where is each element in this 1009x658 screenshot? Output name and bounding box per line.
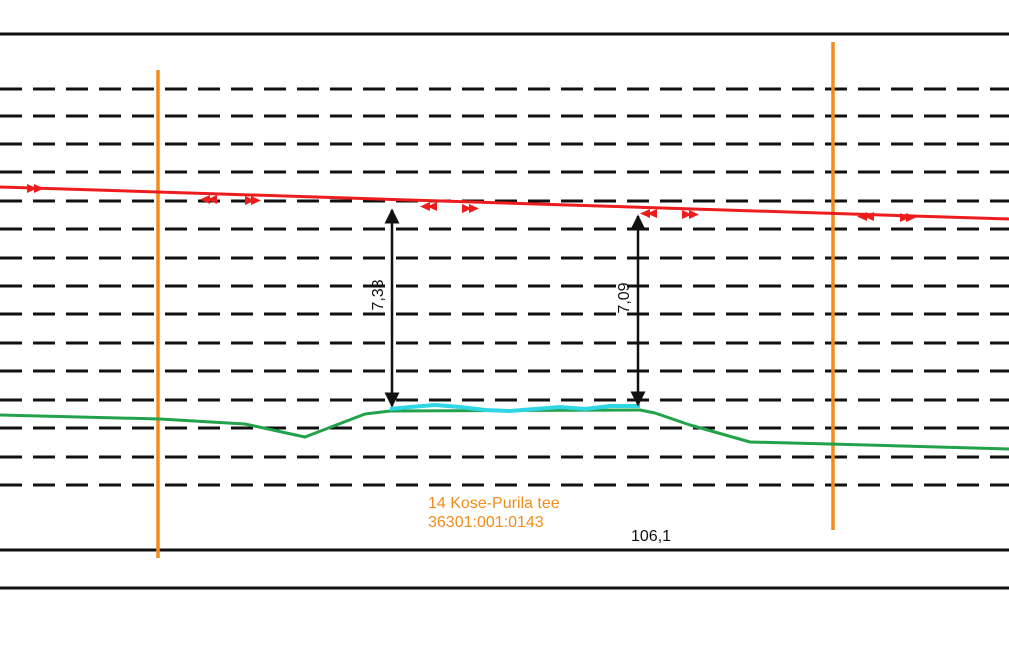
powerline-arrow-marker [469,204,479,213]
powerline-markers [27,184,916,222]
powerline-arrow-marker [27,184,37,193]
elevation-gridlines [0,87,1009,487]
clearance-label-right: 7,09 [616,282,633,314]
powerline-arrow-marker [900,213,910,222]
chainage-label: 106,1 [631,528,672,545]
powerline-arrow-marker [420,202,430,211]
powerline-conductor [0,185,1009,221]
powerline-arrow-marker [906,213,916,222]
powerline-arrow-marker [251,196,261,205]
powerline-arrow-marker [462,204,472,213]
road-name-label: 14 Kose-Purila tee [428,495,560,512]
powerline-arrow-marker [427,202,437,211]
powerline-arrow-marker [34,184,44,193]
powerline-arrow-marker [864,212,874,221]
powerline-arrow-marker [689,210,699,219]
powerline-arrow-marker [640,209,650,218]
powerline-arrow-marker [857,212,867,221]
powerline-arrow-marker [682,210,692,219]
powerline-arrow-marker [200,195,210,204]
powerline-arrow-marker [245,196,255,205]
cadastral-id-label: 36301:001:0143 [428,514,544,531]
powerline-arrow-marker [647,209,657,218]
clearance-label-left: 7,33 [370,279,387,311]
water-surface-line [389,403,640,413]
powerline-arrow-marker [207,195,217,204]
